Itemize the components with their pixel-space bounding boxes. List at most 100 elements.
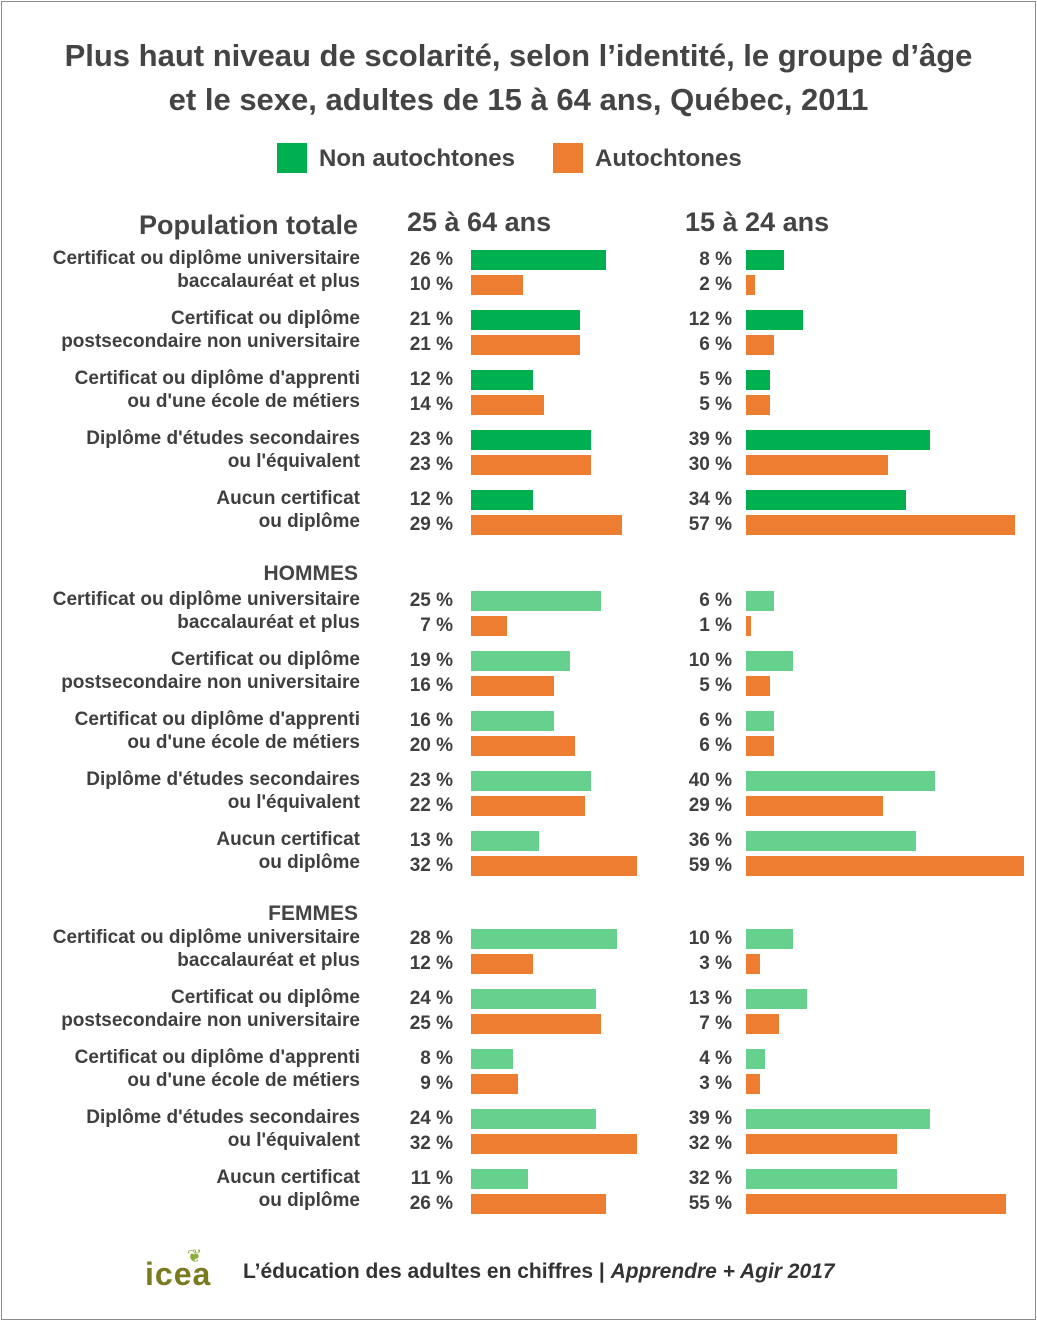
bar-non-autochtones [471,929,617,949]
data-label: 55 % [688,1193,732,1214]
category-label-line: Certificat ou diplôme universitaire [52,589,360,610]
category-label-line: postsecondaire non universitaire [61,672,360,693]
data-label: 3 % [699,1073,732,1094]
category-label: Certificat ou diplôme d'apprenti ou d'une… [10,1046,360,1092]
data-label: 21 % [409,309,453,330]
data-label: 26 % [409,249,453,270]
bar-non-autochtones [746,250,784,270]
data-label: 39 % [688,1108,732,1129]
data-label: 25 % [409,1013,453,1034]
category-label-line: Diplôme d'études secondaires [86,1107,360,1128]
chart-title: Plus haut niveau de scolarité, selon l’i… [0,34,1037,122]
bar-autochtones [746,455,888,475]
data-label: 39 % [688,429,732,450]
category-label: Aucun certificat ou diplôme [10,828,360,874]
data-label: 3 % [699,953,732,974]
category-label-line: Certificat ou diplôme [171,649,360,670]
category-label-line: baccalauréat et plus [177,950,360,971]
data-label: 23 % [409,454,453,475]
bar-non-autochtones [471,430,591,450]
category-label-line: Certificat ou diplôme d'apprenti [74,1047,360,1068]
data-label: 25 % [409,590,453,611]
data-label: 6 % [699,334,732,355]
data-label: 59 % [688,855,732,876]
bar-autochtones [471,856,637,876]
data-label: 7 % [420,615,453,636]
category-label: Certificat ou diplôme universitaire bacca… [10,247,360,293]
data-label: 16 % [409,675,453,696]
pane-header-25-64: 25 à 64 ans [407,207,552,237]
legend-swatch-non-autochtones [277,143,307,173]
data-label: 8 % [699,249,732,270]
bar-autochtones [746,616,751,636]
data-label: 6 % [699,710,732,731]
bar-non-autochtones [746,1109,930,1129]
data-label: 5 % [699,369,732,390]
category-label: Certificat ou diplôme d'apprenti ou d'une… [10,708,360,754]
bar-autochtones [746,395,770,415]
data-label: 8 % [420,1048,453,1069]
category-label-line: ou diplôme [258,1190,360,1211]
data-label: 16 % [409,710,453,731]
bar-autochtones [471,515,622,535]
data-label: 1 % [699,615,732,636]
category-label-line: Aucun certificat [216,1167,360,1188]
category-label: Certificat ou diplôme d'apprenti ou d'une… [10,367,360,413]
bar-autochtones [471,1194,606,1214]
chart-title-line-1: Plus haut niveau de scolarité, selon l’i… [64,38,973,73]
bar-autochtones [746,1014,779,1034]
data-label: 10 % [409,274,453,295]
footer-caption-italic: Apprendre + Agir 2017 [610,1260,835,1283]
bar-autochtones [471,736,575,756]
category-label: Diplôme d'études secondaires ou l'équival… [10,1106,360,1152]
data-label: 5 % [699,394,732,415]
bar-autochtones [746,736,774,756]
bar-autochtones [471,1014,601,1034]
data-label: 4 % [699,1048,732,1069]
bar-non-autochtones [746,989,807,1009]
bar-autochtones [746,1134,897,1154]
data-label: 21 % [409,334,453,355]
bar-non-autochtones [746,1049,765,1069]
bar-non-autochtones [471,1169,528,1189]
chart-title-line-2: et le sexe, adultes de 15 à 64 ans, Québ… [168,82,869,117]
bar-autochtones [471,275,523,295]
data-label: 32 % [409,855,453,876]
bar-non-autochtones [746,1169,897,1189]
category-label-line: Certificat ou diplôme d'apprenti [74,709,360,730]
data-label: 40 % [688,770,732,791]
category-label-line: postsecondaire non universitaire [61,1010,360,1031]
category-label-line: Certificat ou diplôme [171,987,360,1008]
category-label-line: Certificat ou diplôme [171,308,360,329]
footer-caption: L’éducation des adultes en chiffres | Ap… [243,1260,835,1284]
data-label: 7 % [699,1013,732,1034]
data-label: 6 % [699,590,732,611]
data-label: 32 % [688,1133,732,1154]
data-label: 19 % [409,650,453,671]
category-label-line: Diplôme d'études secondaires [86,769,360,790]
data-label: 32 % [409,1133,453,1154]
bar-autochtones [471,676,554,696]
footer-caption-main: L’éducation des adultes en chiffres | [243,1260,611,1283]
bar-autochtones [746,515,1015,535]
category-label: Diplôme d'études secondaires ou l'équival… [10,768,360,814]
icea-logo-text: icea [145,1256,212,1292]
category-label-line: Certificat ou diplôme d'apprenti [74,368,360,389]
bar-non-autochtones [746,591,774,611]
category-label: Certificat ou diplôme universitaire bacca… [10,588,360,634]
category-label: Certificat ou diplôme postsecondaire non … [10,648,360,694]
bar-autochtones [471,954,533,974]
category-label-line: Certificat ou diplôme universitaire [52,927,360,948]
category-label-line: ou d'une école de métiers [127,391,360,412]
category-label-line: Aucun certificat [216,488,360,509]
data-label: 30 % [688,454,732,475]
category-label: Diplôme d'études secondaires ou l'équival… [10,427,360,473]
bar-non-autochtones [746,651,793,671]
bar-non-autochtones [746,771,935,791]
bar-non-autochtones [746,370,770,390]
bar-non-autochtones [471,591,601,611]
category-label: Certificat ou diplôme universitaire bacca… [10,926,360,972]
bar-autochtones [746,1074,760,1094]
data-label: 13 % [409,830,453,851]
